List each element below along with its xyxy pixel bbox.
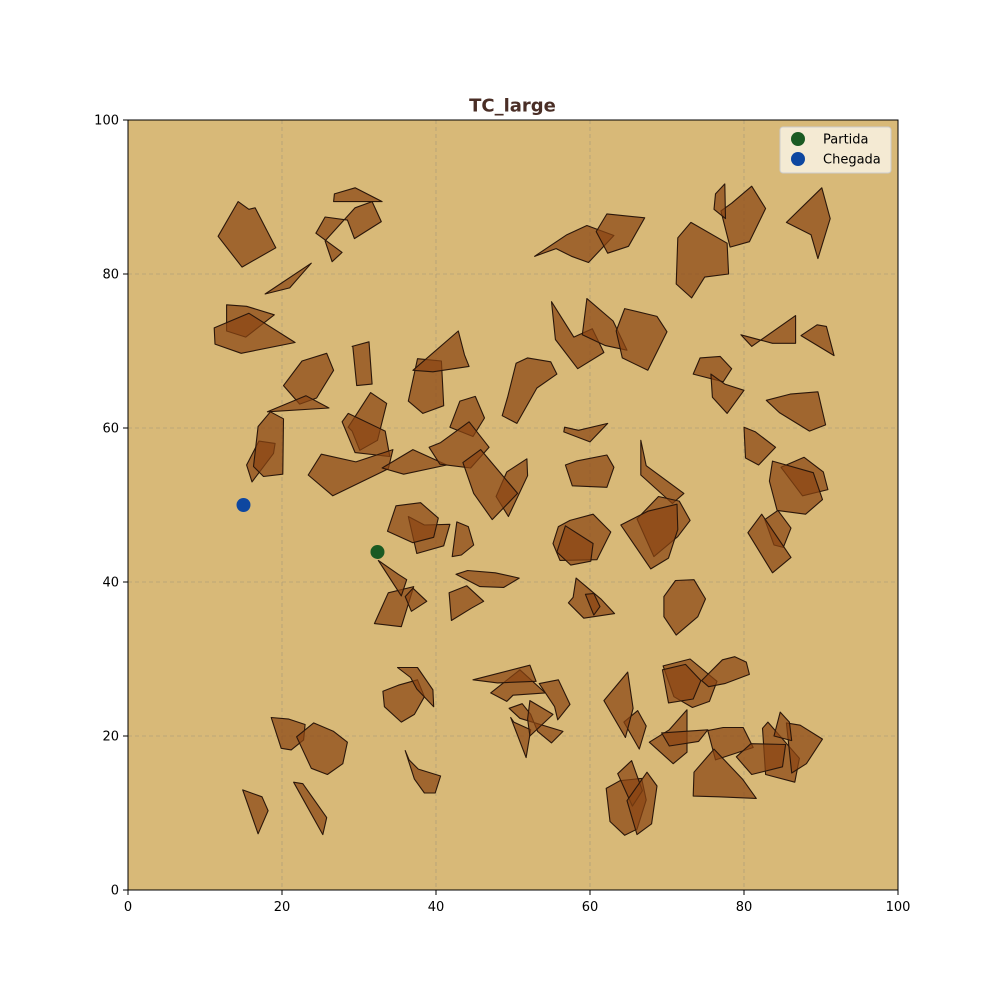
obstacle-polygon <box>615 308 668 371</box>
obstacle-polygon <box>242 789 269 835</box>
obstacle-polygon <box>626 771 658 836</box>
legend-label-start: Partida <box>823 133 869 148</box>
obstacle-polygon <box>747 513 792 574</box>
obstacle-polygon <box>381 449 448 475</box>
obstacle-polygon <box>382 679 425 723</box>
obstacle-polygon <box>386 502 439 544</box>
obstacle-polygon <box>768 460 824 515</box>
obstacle-polygon <box>293 781 328 836</box>
obstacle-polygon <box>472 664 537 684</box>
obstacle-polygon <box>217 201 277 268</box>
obstacle-polygon <box>252 411 285 478</box>
obstacle-polygon <box>373 586 415 628</box>
obstacle-polygon <box>266 395 330 413</box>
obstacle-polygon <box>720 185 767 248</box>
plot-area: 0 20 40 60 80 100 0 20 40 60 80 100 <box>94 114 910 916</box>
x-tick-label: 40 <box>428 900 445 915</box>
obstacle-polygon <box>449 395 486 438</box>
obstacle-polygon <box>692 748 757 799</box>
legend-marker-goal <box>791 152 805 166</box>
obstacle-polygon <box>341 412 391 458</box>
obstacle-polygon <box>501 357 558 424</box>
obstacle-polygon <box>661 663 702 704</box>
point-goal <box>236 498 251 512</box>
plot-frame <box>127 119 899 891</box>
obstacle-polygon <box>595 213 646 254</box>
obstacle-polygon <box>713 183 727 220</box>
obstacle-polygon <box>282 352 335 405</box>
obstacle-polygon <box>556 525 594 566</box>
obstacle-polygon <box>333 187 383 203</box>
obstacle-polygon <box>538 679 571 721</box>
obstacle-polygon <box>663 579 707 636</box>
obstacle-polygon <box>800 324 835 357</box>
y-tick-label: 80 <box>102 268 119 283</box>
obstacle-polygon <box>448 585 485 622</box>
obstacle-polygon <box>581 298 628 351</box>
obstacle-polygon <box>661 729 709 747</box>
obstacle-polygon <box>584 592 601 616</box>
y-tick-label: 60 <box>102 422 119 437</box>
obstacle-polygon <box>451 521 475 558</box>
chart-title: TC_large <box>469 96 556 117</box>
obstacle-polygon <box>455 569 520 588</box>
obstacle-polygon <box>462 449 519 521</box>
x-tick-label: 0 <box>124 900 132 915</box>
obstacle-polygon <box>351 341 373 387</box>
obstacle-polygon <box>315 201 382 263</box>
y-tick-label: 100 <box>94 114 119 129</box>
x-tick-label: 80 <box>736 900 753 915</box>
y-tick-label: 20 <box>102 730 119 745</box>
obstacle-polygon <box>773 711 793 742</box>
obstacle-polygon <box>563 422 609 443</box>
legend: Partida Chegada <box>779 126 892 174</box>
obstacle-polygon <box>404 587 428 612</box>
obstacle-polygon <box>765 391 827 432</box>
obstacle-polygon <box>396 666 435 708</box>
y-tick-label: 40 <box>102 576 119 591</box>
obstacle-polygon <box>213 312 296 354</box>
obstacle-polygon <box>550 301 605 370</box>
x-tick-label: 60 <box>582 900 599 915</box>
legend-marker-start <box>791 132 805 146</box>
obstacle-polygon <box>404 750 442 794</box>
legend-label-goal: Chegada <box>823 153 881 168</box>
obstacle-polygon <box>296 722 348 776</box>
obstacle-polygon <box>534 224 615 264</box>
obstacle-polygon <box>377 559 408 597</box>
legend-box <box>779 126 892 174</box>
x-tick-label: 20 <box>274 900 291 915</box>
obstacle-polygon <box>785 722 824 774</box>
obstacle-polygon <box>412 330 470 373</box>
obstacle-polygon <box>675 221 730 299</box>
obstacle-polygon <box>735 743 787 776</box>
obstacle-polygon <box>527 700 554 737</box>
obstacle-polygon <box>785 187 831 260</box>
obstacle-polygon <box>743 426 777 466</box>
obstacle-polygon <box>640 439 685 505</box>
obstacle-polygon <box>264 262 312 295</box>
obstacle-polygon <box>701 656 750 688</box>
x-tick-label: 100 <box>886 900 911 915</box>
obstacle-polygon <box>564 454 615 488</box>
obstacle-polygon <box>620 503 679 570</box>
obstacle-polygon <box>710 373 745 414</box>
obstacle-polygon <box>740 315 797 347</box>
point-start <box>370 544 385 559</box>
y-tick-label: 0 <box>111 884 119 899</box>
obstacle-polygon <box>603 671 634 739</box>
